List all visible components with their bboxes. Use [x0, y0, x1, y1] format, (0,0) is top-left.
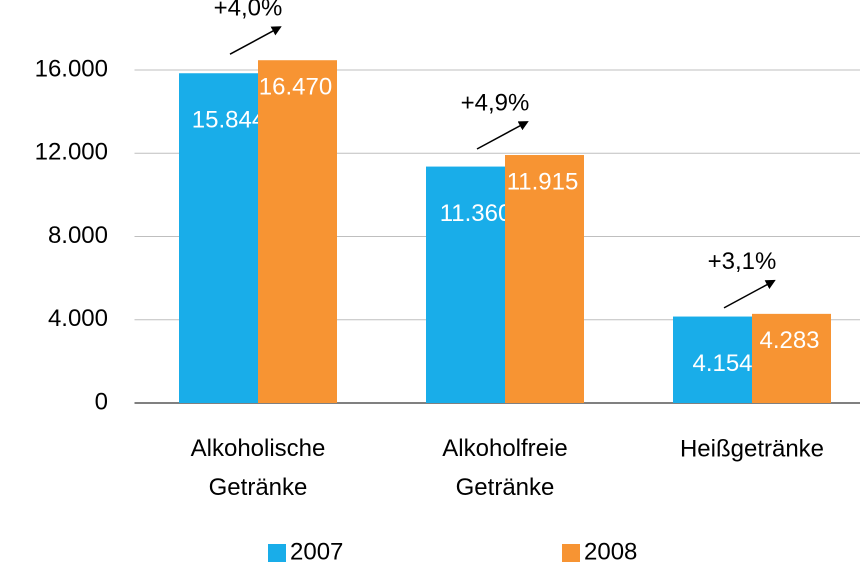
- annotation: +4,0%: [214, 0, 283, 22]
- legend-swatch: [562, 544, 580, 562]
- value-label: 15.844: [192, 107, 265, 134]
- trend-arrow: [723, 279, 776, 309]
- trend-arrow: [476, 121, 529, 150]
- value-label: 4.283: [759, 327, 819, 354]
- bar: [752, 313, 831, 403]
- value-label: 11.360: [440, 200, 512, 227]
- annotation: +4,9%: [461, 89, 530, 116]
- bar: [179, 73, 258, 403]
- legend-label: 2008: [584, 538, 637, 565]
- bar: [426, 166, 505, 403]
- value-label: 11.915: [507, 168, 579, 195]
- value-label: 4.154: [692, 350, 752, 377]
- trend-arrow: [229, 26, 282, 55]
- x-tick-label: Alkoholische Getränke: [191, 435, 326, 501]
- x-tick-label: Heißgetränke: [680, 435, 824, 462]
- y-tick-label: 4.000: [48, 305, 108, 332]
- annotation: +3,1%: [708, 248, 777, 275]
- y-tick-label: 12.000: [35, 139, 108, 166]
- legend-label: 2007: [290, 538, 343, 565]
- y-tick-label: 8.000: [48, 222, 108, 249]
- x-tick-label: Alkoholfreie Getränke: [442, 435, 567, 501]
- y-tick-label: 16.000: [35, 55, 108, 82]
- legend-swatch: [268, 544, 286, 562]
- bar: [673, 316, 752, 403]
- bar: [505, 155, 584, 403]
- value-label: 16.470: [259, 74, 332, 101]
- y-tick-label: 0: [95, 388, 108, 415]
- bar: [258, 60, 337, 403]
